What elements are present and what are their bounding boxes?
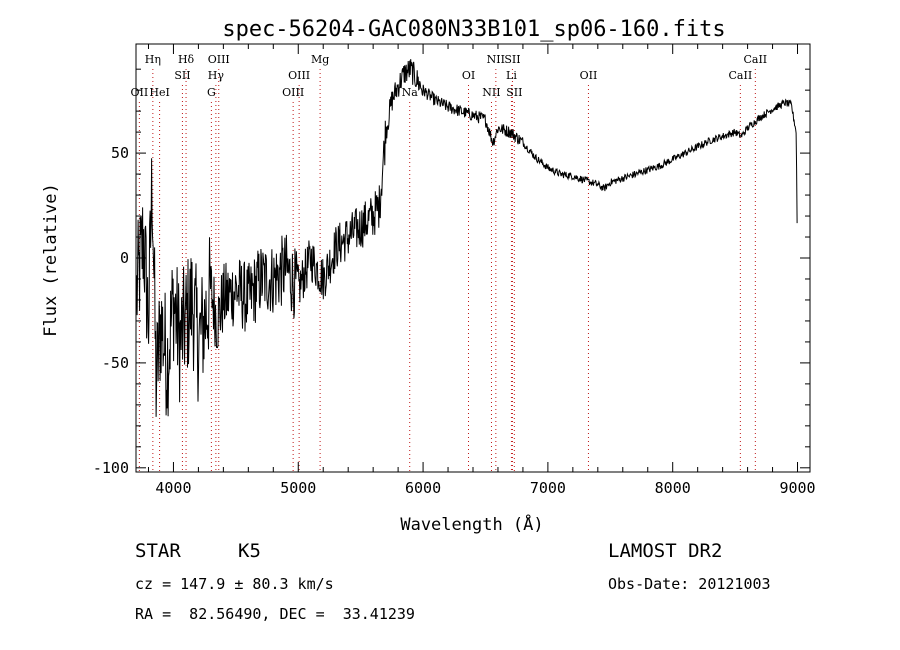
survey-name: LAMOST DR2: [608, 540, 723, 562]
y-tick-label: -50: [102, 354, 129, 372]
line-label: OIII: [282, 86, 304, 99]
x-tick-label: 9000: [779, 479, 815, 497]
x-tick-label: 6000: [405, 479, 441, 497]
object-subclass: K5: [238, 540, 261, 562]
line-label: Hγ: [208, 69, 225, 82]
line-label: Li: [506, 69, 517, 82]
line-label: NII: [482, 86, 500, 99]
line-label: OII: [580, 69, 598, 82]
ra-dec: RA = 82.56490, DEC = 33.41239: [135, 605, 415, 623]
plot-frame: [135, 43, 811, 473]
observation-date: Obs-Date: 20121003: [608, 575, 771, 593]
line-label: HeI: [149, 86, 169, 99]
line-label: SII: [506, 86, 522, 99]
line-label: Na: [402, 86, 419, 99]
line-label: SII: [174, 69, 190, 82]
y-tick-label: 50: [111, 144, 129, 162]
line-label: OII: [131, 86, 149, 99]
line-label: CaII: [743, 53, 767, 66]
x-tick-label: 4000: [155, 479, 191, 497]
spectrum-series: [136, 59, 798, 417]
x-tick-label: 8000: [655, 479, 691, 497]
chart-title: spec-56204-GAC080N33B101_sp06-160.fits: [222, 17, 725, 42]
object-type: STAR: [135, 540, 181, 562]
line-label: OI: [462, 69, 475, 82]
y-tick-label: 0: [120, 249, 129, 267]
line-label: SII: [504, 53, 520, 66]
x-tick-label: 7000: [530, 479, 566, 497]
y-tick-label: -100: [93, 459, 129, 477]
spectrum-line: [136, 59, 798, 417]
y-axis-label: Flux (relative): [41, 183, 61, 337]
line-label: OIII: [288, 69, 310, 82]
line-label: Hη: [145, 53, 161, 66]
line-label: Hδ: [178, 53, 195, 66]
line-label: CaII: [729, 69, 753, 82]
x-axis-label: Wavelength (Å): [400, 513, 543, 535]
x-tick-label: 5000: [280, 479, 316, 497]
axes: 4000 5000 6000 7000 8000 9000 -100 -50 0 50: [93, 43, 816, 497]
redshift-cz: cz = 147.9 ± 80.3 km/s: [135, 575, 334, 593]
line-label: NII: [487, 53, 505, 66]
line-label: OIII: [208, 53, 230, 66]
line-label: G: [207, 86, 216, 99]
line-label: Mg: [311, 53, 329, 66]
